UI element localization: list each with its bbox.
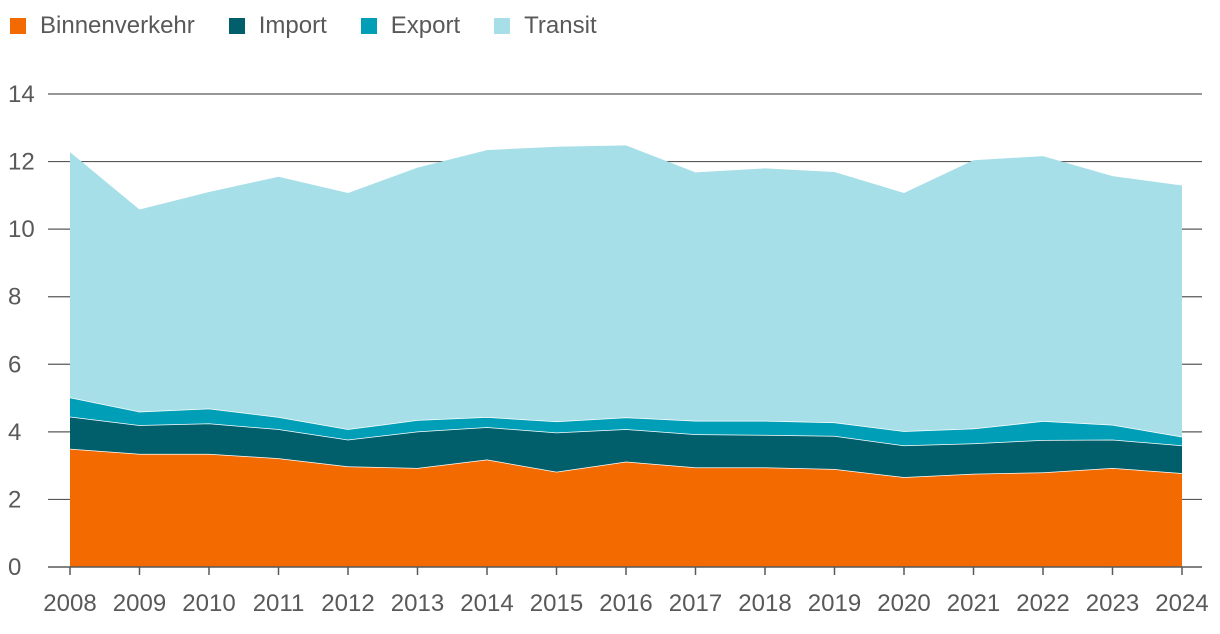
y-tick-label-0: 0: [8, 554, 21, 581]
legend-label-import: Import: [258, 12, 327, 39]
legend-swatch-binnenverkehr: [10, 18, 26, 34]
x-tick-label-2022: 2022: [1016, 590, 1069, 617]
x-tick-label-2019: 2019: [808, 590, 861, 617]
legend-label-transit: Transit: [524, 12, 597, 39]
x-tick-label-2013: 2013: [391, 590, 444, 617]
legend-swatch-transit: [494, 18, 511, 34]
x-tick-label-2017: 2017: [669, 590, 722, 617]
area-import[interactable]: [70, 416, 1182, 478]
x-tick-label-2020: 2020: [877, 590, 930, 617]
x-tick-label-2012: 2012: [321, 590, 374, 617]
legend-item-binnenverkehr[interactable]: Binnenverkehr: [10, 12, 195, 40]
y-tick-label-12: 12: [8, 149, 35, 176]
legend-label-export: Export: [390, 12, 461, 39]
axis-layer: 0 2 4 6 8 10 12 14 2008 2009 2010 2011 2012 2013 2014 2…: [8, 81, 1209, 617]
y-tick-label-6: 6: [8, 351, 21, 378]
legend-item-transit[interactable]: Transit: [494, 12, 597, 40]
x-tick-label-2010: 2010: [182, 590, 235, 617]
x-tick-label-2018: 2018: [738, 590, 791, 617]
y-tick-label-4: 4: [8, 419, 21, 446]
y-tick-label-10: 10: [8, 216, 35, 243]
legend-swatch-import: [228, 18, 245, 34]
y-tick-label-14: 14: [8, 81, 35, 108]
y-tick-label-2: 2: [8, 486, 21, 513]
x-tick-label-2024: 2024: [1155, 590, 1208, 617]
x-tick-label-2014: 2014: [460, 590, 513, 617]
area-export[interactable]: [70, 397, 1182, 446]
area-transit[interactable]: [70, 145, 1182, 437]
x-tick-label-2009: 2009: [113, 590, 166, 617]
legend: Binnenverkehr Import Export Transit: [10, 12, 597, 40]
x-tick-label-2021: 2021: [947, 590, 1000, 617]
x-tick-label-2011: 2011: [253, 590, 305, 617]
legend-label-binnenverkehr: Binnenverkehr: [40, 12, 195, 39]
area-layer: [69, 145, 1183, 567]
x-tick-label-2008: 2008: [43, 590, 96, 617]
x-tick-label-2015: 2015: [530, 590, 583, 617]
area-binnenverkehr[interactable]: [70, 448, 1182, 567]
legend-item-import[interactable]: Import: [228, 12, 327, 40]
x-tick-label-2023: 2023: [1086, 590, 1139, 617]
x-tick-label-2016: 2016: [599, 590, 652, 617]
legend-swatch-export: [360, 18, 377, 34]
y-tick-label-8: 8: [8, 284, 21, 311]
legend-item-export[interactable]: Export: [360, 12, 461, 40]
